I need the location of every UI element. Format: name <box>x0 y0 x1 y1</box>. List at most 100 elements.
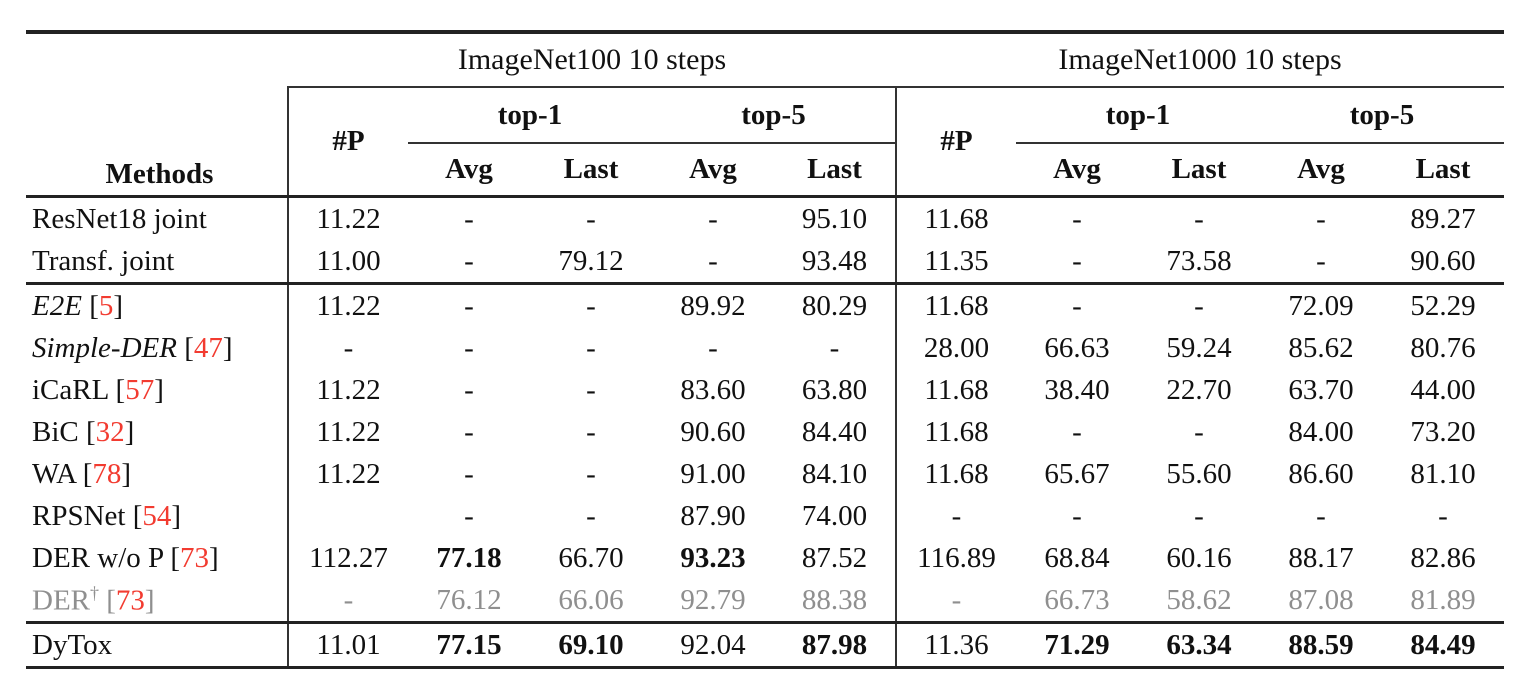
value-cell: 44.00 <box>1410 373 1476 406</box>
method-cell: RPSNet [54] <box>32 499 182 532</box>
method-name: iCaRL <box>32 373 109 406</box>
method-name: ResNet18 joint <box>32 202 207 235</box>
params-header-imagenet100: #P <box>287 87 408 198</box>
value-cell: - <box>586 331 596 364</box>
method-cell: iCaRL [57] <box>32 373 164 406</box>
value-cell: 87.98 <box>774 621 896 669</box>
value-cell: - <box>1072 202 1082 235</box>
value-cell: - <box>1016 282 1138 327</box>
value-cell: 84.49 <box>1382 621 1504 669</box>
table-row: E2E [5] 11.22- -89.92 80.29 11.68- -72.09 52.2… <box>26 282 1504 327</box>
value-cell: 92.79 <box>680 583 746 616</box>
value-cell: 68.84 <box>1044 541 1110 574</box>
value-cell: 93.48 <box>801 244 868 277</box>
citation-number: 5 <box>98 289 114 322</box>
value-cell: 63.70 <box>1288 373 1354 406</box>
value-cell <box>287 495 408 537</box>
value-cell: - <box>1316 499 1326 532</box>
section-dytox: DyTox 11.01 77.15 69.10 92.04 87.98 11.36 71.29… <box>26 621 1504 669</box>
table-row: DER† [73] -76.12 66.06 92.79 88.38-66.73 58.6… <box>26 579 1504 623</box>
value-cell: 66.63 <box>1044 331 1110 364</box>
table-row: iCaRL [57] 11.22 - - 83.60 63.80 11.68 38.40 22.… <box>26 369 1504 411</box>
dagger-mark: † <box>90 582 99 603</box>
value-cell: 86.60 <box>1288 457 1354 490</box>
method-name: Transf. joint <box>32 244 175 277</box>
value-cell: - <box>1194 415 1204 448</box>
citation-number: 57 <box>125 373 155 406</box>
top5-header-imagenet1000: top-5 <box>1260 87 1504 144</box>
value-cell: 83.60 <box>680 373 746 406</box>
value-cell: 77.18 <box>436 541 502 574</box>
value-cell: 80.29 <box>774 282 896 327</box>
value-cell: - <box>464 499 474 532</box>
value-cell: 81.10 <box>1410 457 1476 490</box>
value-cell: - <box>464 202 474 235</box>
value-cell: - <box>586 373 596 406</box>
value-cell: - <box>530 282 652 327</box>
table-row: DER w/o P [73] 112.27 77.18 66.70 93.23 87.52… <box>26 537 1504 579</box>
value-cell: 90.60 <box>680 415 746 448</box>
method-cell: Transf. joint <box>26 240 288 284</box>
value-cell: 73.20 <box>1410 415 1476 448</box>
value-cell: 81.89 <box>1410 583 1476 616</box>
table-row: DyTox 11.01 77.15 69.10 92.04 87.98 11.36 71.29… <box>26 621 1504 669</box>
last-header: Last <box>774 143 896 198</box>
method-cell: DER† [73] <box>32 582 155 617</box>
value-cell: - <box>586 499 596 532</box>
value-cell: - <box>895 495 1016 537</box>
value-cell: - <box>586 202 596 235</box>
empty-cell <box>26 87 288 143</box>
value-cell: - <box>1194 202 1204 235</box>
value-cell: 11.68 <box>895 369 1016 411</box>
value-cell: 66.73 <box>1044 583 1110 616</box>
last-header: Last <box>1138 143 1260 198</box>
value-cell: 65.67 <box>1044 457 1110 490</box>
results-table: ImageNet100 10 steps ImageNet1000 10 ste… <box>26 30 1504 669</box>
value-cell: 72.09 <box>1260 282 1382 327</box>
method-name: Simple-DER <box>32 331 177 364</box>
value-cell: - <box>708 202 718 235</box>
citation-number: 32 <box>95 415 125 448</box>
top1-header-imagenet100: top-1 <box>408 87 652 144</box>
value-cell: 112.27 <box>287 537 408 579</box>
value-cell: 116.89 <box>895 537 1016 579</box>
avg-header: Avg <box>652 143 774 198</box>
method-cell: WA [78] <box>32 457 132 490</box>
method-name: DER <box>32 584 90 617</box>
value-cell: 74.00 <box>801 499 868 532</box>
value-cell: 52.29 <box>1382 282 1504 327</box>
value-cell: - <box>464 457 474 490</box>
value-cell: 80.76 <box>1410 331 1476 364</box>
value-cell: - <box>895 579 1016 623</box>
value-cell: 87.52 <box>801 541 868 574</box>
method-name: BiC <box>32 415 79 448</box>
value-cell: 79.12 <box>558 244 624 277</box>
last-header: Last <box>1382 143 1504 198</box>
methods-header: Methods <box>26 143 288 198</box>
method-cell: DER w/o P [73] <box>32 541 219 574</box>
value-cell: 63.34 <box>1138 621 1260 669</box>
value-cell: 87.08 <box>1288 583 1354 616</box>
citation-number: 54 <box>142 499 172 532</box>
method-cell: BiC [32] <box>32 415 135 448</box>
value-cell: 11.36 <box>895 621 1016 669</box>
method-name: WA <box>32 457 76 490</box>
value-cell: 88.38 <box>801 583 868 616</box>
last-header: Last <box>530 143 652 198</box>
table-row: WA [78] 11.22 - - 91.00 84.10 11.68 65.67 55.60 8… <box>26 453 1504 495</box>
metric-group-row: #P top-1 top-5 #P top-1 top-5 <box>26 87 1504 198</box>
value-cell: - <box>464 373 474 406</box>
value-cell: 88.59 <box>1260 621 1382 669</box>
value-cell: - <box>1072 415 1082 448</box>
value-cell: 90.60 <box>1410 244 1476 277</box>
citation-number: 78 <box>92 457 122 490</box>
value-cell: 91.00 <box>680 457 746 490</box>
value-cell: 11.01 <box>287 621 408 669</box>
avg-header: Avg <box>1016 143 1138 198</box>
value-cell: 11.35 <box>895 240 1016 284</box>
value-cell: - <box>586 415 596 448</box>
table-row: RPSNet [54] - -87.90 74.00- - - - - <box>26 495 1504 537</box>
value-cell: 11.22 <box>287 453 408 495</box>
method-name: DyTox <box>32 628 113 661</box>
